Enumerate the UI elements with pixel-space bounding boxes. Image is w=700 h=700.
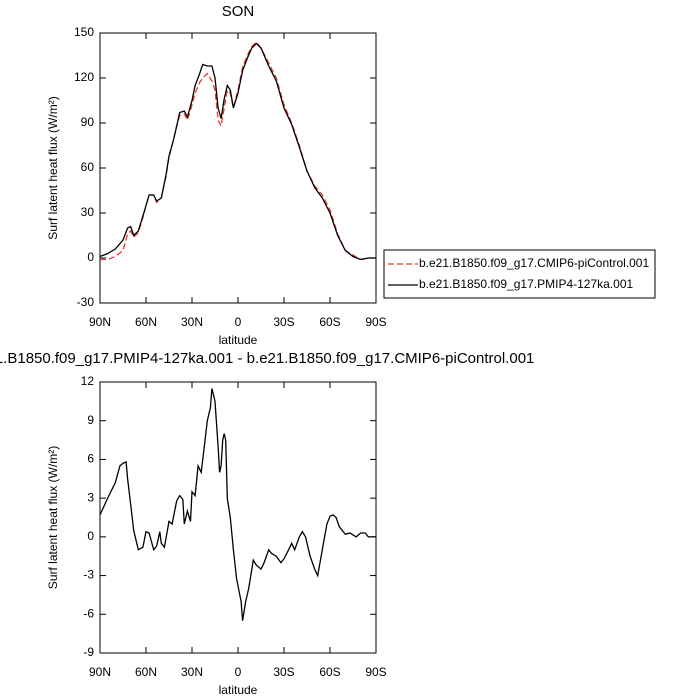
- chart-title: SON: [222, 3, 255, 20]
- plot-frame: [99, 381, 377, 654]
- x-tick-label: 90S: [365, 665, 386, 679]
- x-tick-label: 90S: [365, 315, 386, 329]
- x-tick-label: 0: [235, 315, 242, 329]
- x-tick-label: 30S: [273, 665, 294, 679]
- x-tick-label: 30S: [273, 315, 294, 329]
- y-tick-label: 0: [87, 529, 94, 543]
- y-tick-label: -9: [83, 645, 94, 659]
- x-tick-label: 30N: [181, 665, 203, 679]
- y-tick-label: 60: [81, 160, 95, 174]
- data-line: [99, 388, 376, 621]
- x-tick-label: 90N: [89, 665, 111, 679]
- data-line: [99, 42, 376, 261]
- y-tick-label: -3: [83, 568, 94, 582]
- legend-label: b.e21.B1850.f09_g17.CMIP6-piControl.001: [419, 256, 649, 270]
- y-tick-label: -30: [77, 295, 95, 309]
- y-tick-label: 12: [81, 374, 95, 388]
- x-tick-label: 90N: [89, 315, 111, 329]
- y-tick-label: 9: [87, 413, 94, 427]
- plot-frame: [99, 32, 377, 304]
- x-tick-label: 60N: [135, 665, 157, 679]
- y-tick-label: 150: [74, 25, 94, 39]
- x-tick-label: 60S: [319, 315, 340, 329]
- x-tick-label: 0: [235, 665, 242, 679]
- x-tick-label: 30N: [181, 315, 203, 329]
- x-tick-label: 60N: [135, 315, 157, 329]
- chart-title: b.e21.B1850.f09_g17.PMIP4-127ka.001 - b.…: [0, 350, 534, 367]
- y-tick-label: 90: [81, 115, 95, 129]
- legend-label: b.e21.B1850.f09_g17.PMIP4-127ka.001: [419, 277, 633, 291]
- x-tick-label: 60S: [319, 665, 340, 679]
- y-tick-label: 3: [87, 490, 94, 504]
- y-axis-label: Surf latent heat flux (W/m²): [46, 446, 60, 589]
- legend-box: [383, 249, 656, 299]
- y-tick-label: 0: [87, 250, 94, 264]
- y-axis-label: Surf latent heat flux (W/m²): [46, 96, 60, 239]
- y-tick-label: 6: [87, 452, 94, 466]
- x-axis-label: latitude: [219, 683, 258, 697]
- y-tick-label: -6: [83, 606, 94, 620]
- x-axis-label: latitude: [219, 333, 258, 347]
- y-tick-label: 30: [81, 205, 95, 219]
- y-tick-label: 120: [74, 70, 94, 84]
